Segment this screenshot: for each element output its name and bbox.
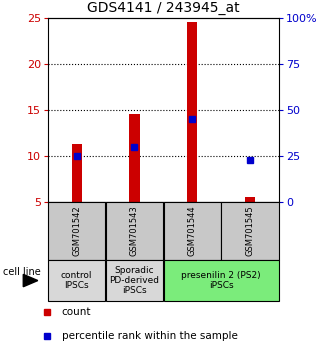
Bar: [164, 202, 221, 260]
Bar: [245, 197, 255, 202]
Bar: [106, 260, 163, 301]
Bar: [106, 202, 163, 260]
Text: GSM701542: GSM701542: [72, 206, 81, 256]
Bar: [164, 260, 279, 301]
Bar: [187, 22, 197, 202]
Text: GSM701544: GSM701544: [188, 206, 197, 256]
Text: control
IPSCs: control IPSCs: [61, 271, 92, 290]
Bar: [72, 144, 82, 202]
Text: GSM701545: GSM701545: [246, 206, 254, 256]
Text: GSM701543: GSM701543: [130, 206, 139, 256]
Bar: [221, 202, 279, 260]
Title: GDS4141 / 243945_at: GDS4141 / 243945_at: [87, 1, 240, 15]
Text: cell line: cell line: [3, 267, 41, 277]
Polygon shape: [23, 274, 38, 287]
Bar: [48, 202, 105, 260]
Text: count: count: [62, 307, 91, 318]
Bar: [129, 114, 140, 202]
Text: percentile rank within the sample: percentile rank within the sample: [62, 331, 238, 341]
Text: Sporadic
PD-derived
iPSCs: Sporadic PD-derived iPSCs: [110, 266, 159, 296]
Bar: [48, 260, 105, 301]
Text: presenilin 2 (PS2)
iPSCs: presenilin 2 (PS2) iPSCs: [181, 271, 261, 290]
